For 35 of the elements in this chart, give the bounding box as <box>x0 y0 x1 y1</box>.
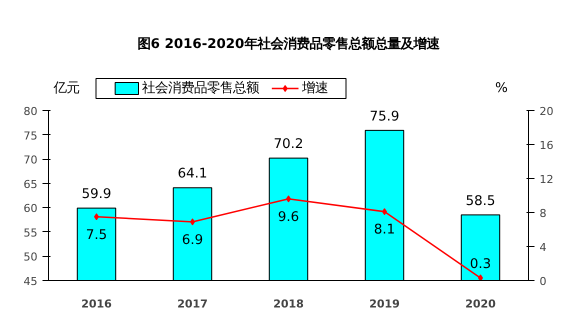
x-tick-label: 2018 <box>273 298 304 310</box>
data-label: 0.3 <box>470 256 492 272</box>
legend-label: 增速 <box>300 81 328 96</box>
y-tick-label: 60 <box>24 202 38 216</box>
data-label: 9.6 <box>278 210 300 225</box>
y2-tick-label: 8 <box>540 207 546 220</box>
y2-axis-title: % <box>495 81 508 96</box>
y-tick-label: 70 <box>24 154 38 167</box>
y-tick-label: 65 <box>24 178 38 191</box>
data-label: 59.9 <box>82 187 112 202</box>
y-axis-title: 亿元 <box>52 81 80 96</box>
data-label: 6.9 <box>182 232 204 248</box>
data-label: 8.1 <box>374 222 396 238</box>
data-label: 64.1 <box>178 166 208 182</box>
y-tick-label: 75 <box>24 129 38 142</box>
x-tick-label: 2017 <box>177 298 208 310</box>
legend-label: 社会消费品零售总额 <box>142 81 259 96</box>
y-tick-label: 50 <box>24 250 38 264</box>
y-tick-label: 55 <box>24 226 38 240</box>
y-tick-label: 45 <box>24 275 38 288</box>
data-label: 58.5 <box>466 194 496 209</box>
point <box>478 274 483 280</box>
data-label: 75.9 <box>370 109 400 124</box>
y2-tick-label: 16 <box>540 139 554 152</box>
x-tick-label: 2016 <box>81 298 112 310</box>
data-label: 70.2 <box>274 137 304 152</box>
x-tick-label: 2019 <box>369 298 400 310</box>
data-label: 7.5 <box>86 228 108 243</box>
y2-tick-label: 0 <box>540 275 546 288</box>
y2-tick-label: 20 <box>540 105 554 118</box>
x-tick-label: 2020 <box>465 298 496 310</box>
y-tick-label: 80 <box>24 105 38 118</box>
y2-tick-label: 12 <box>540 173 554 186</box>
y2-tick-label: 4 <box>540 241 546 254</box>
chart-title: 图6 2016-2020年社会消费品零售总额总量及增速 <box>138 36 440 52</box>
